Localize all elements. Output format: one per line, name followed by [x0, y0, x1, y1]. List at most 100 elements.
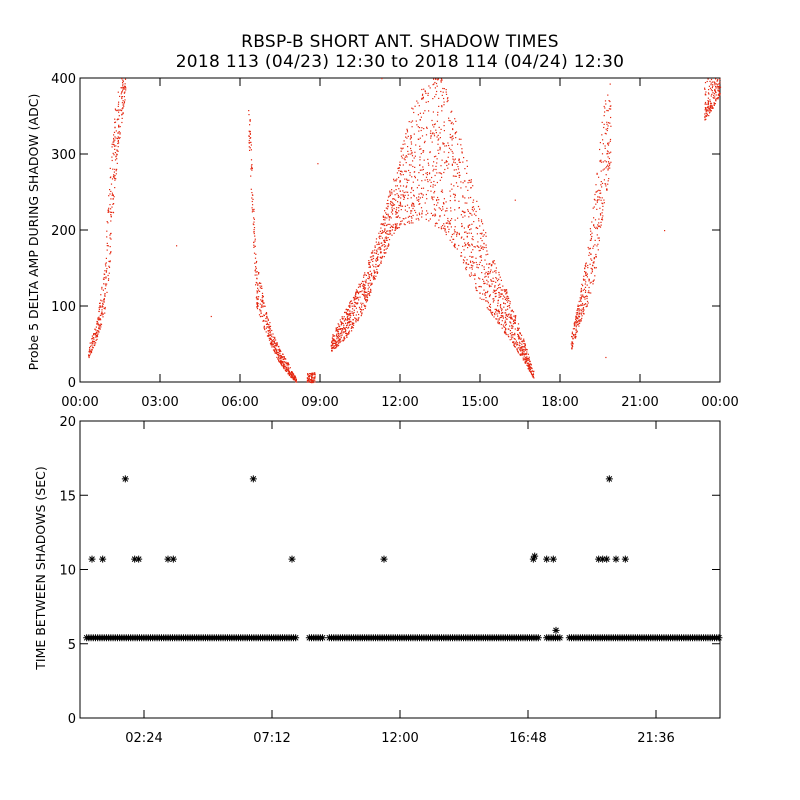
top-panel-data-point	[604, 147, 606, 149]
top-panel-data-point	[115, 173, 117, 175]
top-panel-data-point	[309, 373, 311, 375]
top-panel-data-point	[312, 376, 314, 379]
top-panel-data-point	[531, 370, 533, 372]
top-panel-data-point	[419, 112, 421, 114]
top-panel-data-point	[105, 277, 107, 279]
top-panel-data-point	[443, 143, 445, 145]
top-panel-data-point	[289, 372, 291, 374]
top-panel-data-point	[433, 133, 435, 135]
top-panel-data-point	[446, 222, 448, 224]
top-panel-data-point	[121, 121, 123, 124]
top-panel-data-point	[124, 91, 126, 93]
top-panel-data-point	[263, 314, 265, 316]
top-panel-data-point	[467, 209, 469, 211]
top-panel-data-point	[275, 347, 277, 350]
top-panel-data-point	[287, 369, 289, 371]
top-panel-data-point	[275, 339, 277, 341]
top-panel-data-point	[340, 328, 342, 330]
top-panel-data-point	[352, 313, 354, 315]
top-panel-data-point	[434, 87, 436, 89]
top-panel-data-point	[343, 326, 345, 328]
top-panel-data-point	[268, 339, 271, 341]
top-panel-data-point	[102, 302, 104, 304]
top-panel-data-point	[381, 232, 383, 234]
top-panel-data-point	[498, 292, 500, 294]
top-panel-data-point	[99, 327, 101, 329]
top-panel-data-point	[500, 304, 502, 306]
top-panel-data-point	[294, 375, 296, 377]
top-panel-data-point	[502, 324, 504, 326]
top-panel-data-point	[493, 289, 495, 291]
top-panel-data-point	[350, 312, 352, 314]
bottom-panel-x-tick-label: 21:36	[637, 731, 674, 746]
top-panel-data-point	[251, 164, 253, 166]
top-panel-data-point	[517, 350, 519, 352]
top-panel-data-point	[571, 348, 573, 350]
top-panel-data-point	[517, 323, 520, 325]
top-panel-data-point	[337, 323, 339, 325]
top-panel-data-point	[380, 235, 382, 237]
top-panel-data-point	[419, 203, 421, 205]
top-panel-data-point	[599, 197, 601, 199]
top-panel-data-point	[472, 236, 474, 238]
top-panel-data-point	[428, 85, 430, 87]
top-panel-data-point	[571, 347, 573, 349]
top-panel-data-point	[387, 196, 390, 198]
top-panel-data-point	[278, 357, 280, 359]
top-panel-data-point	[253, 218, 255, 220]
top-panel-data-point	[593, 279, 595, 281]
top-panel-data-point	[576, 322, 578, 324]
top-panel-data-point	[109, 204, 111, 206]
bottom-panel-y-tick-label: 15	[59, 489, 76, 504]
top-panel-data-point	[711, 87, 713, 89]
top-panel-data-point	[338, 333, 340, 335]
top-panel-data-point	[378, 264, 381, 266]
top-panel-data-point	[338, 340, 340, 342]
top-panel-data-point	[124, 85, 126, 87]
top-panel-data-point	[407, 153, 409, 155]
top-panel-data-point	[114, 139, 116, 141]
top-panel-data-point	[345, 322, 347, 324]
top-panel-data-point	[399, 173, 401, 175]
top-panel-data-point	[421, 213, 423, 215]
top-panel-data-point	[483, 298, 485, 301]
top-panel-data-point	[371, 258, 373, 260]
top-panel-data-point	[471, 256, 473, 258]
top-panel-data-point	[256, 260, 258, 263]
top-panel-data-point	[476, 264, 478, 266]
top-panel-data-point	[387, 237, 389, 239]
top-panel-data-point	[371, 256, 373, 258]
top-panel-data-point	[471, 243, 473, 245]
top-panel-data-point	[331, 340, 333, 342]
top-panel-data-point	[93, 340, 96, 343]
top-panel-data-point	[713, 102, 715, 104]
top-panel-data-point	[439, 208, 441, 210]
top-panel-data-point	[346, 334, 348, 336]
top-panel-data-point	[475, 210, 477, 213]
top-panel-data-point	[274, 349, 276, 351]
top-panel-data-point	[400, 170, 402, 172]
top-panel-data-point	[598, 218, 600, 220]
top-panel-data-point	[489, 272, 491, 274]
top-panel-data-point	[462, 196, 464, 198]
top-panel-data-point	[463, 180, 466, 182]
top-panel-data-point	[349, 312, 351, 314]
top-panel-data-point	[518, 344, 520, 346]
top-panel-data-point	[280, 355, 282, 357]
top-panel-data-point	[403, 196, 405, 198]
top-panel-data-point	[488, 273, 490, 275]
top-panel-data-point	[103, 298, 105, 300]
top-panel-data-point	[435, 82, 438, 85]
top-panel-data-point	[448, 231, 450, 233]
top-panel-data-point	[431, 133, 433, 135]
top-panel-data-point	[101, 306, 103, 308]
top-panel-data-point	[284, 362, 286, 364]
top-panel-data-point	[348, 331, 350, 333]
top-panel-data-point	[526, 353, 528, 355]
top-panel-data-point	[402, 185, 405, 187]
top-panel-data-point	[273, 349, 275, 352]
top-panel-data-point	[471, 214, 473, 216]
top-panel-data-point	[602, 205, 604, 207]
top-panel-data-point	[113, 131, 116, 133]
top-panel-data-point	[608, 164, 611, 166]
